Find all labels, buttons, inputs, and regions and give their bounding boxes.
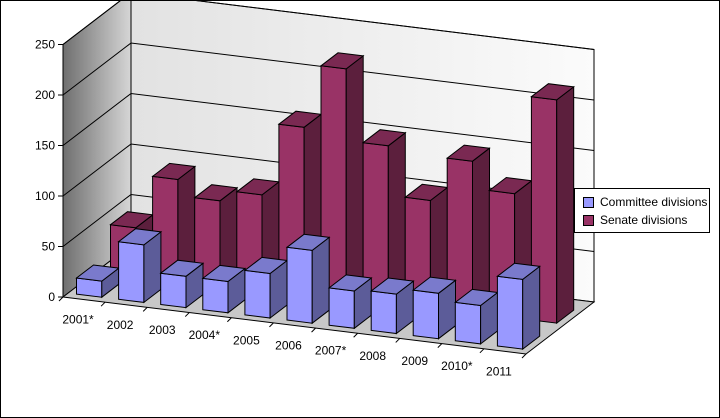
bar — [201, 264, 247, 314]
x-tick-label: 2009 — [401, 354, 428, 368]
bar — [159, 259, 205, 309]
gridline — [62, 143, 595, 202]
bar — [285, 233, 331, 325]
bar-top-face — [159, 259, 205, 277]
bar-side-face — [345, 54, 364, 299]
x-tick-label: 2011 — [486, 364, 512, 378]
bar-front-face — [496, 275, 524, 350]
bar — [496, 262, 541, 351]
x-tick-label: 2006 — [275, 339, 302, 353]
y-tick-label: 50 — [42, 240, 56, 254]
x-tick-mark — [142, 307, 148, 312]
bar-top-face — [151, 162, 197, 181]
gridline — [62, 1, 595, 50]
x-tick-mark — [100, 301, 106, 307]
bar — [327, 274, 373, 330]
bar-front-face — [454, 301, 482, 345]
bar — [454, 288, 499, 345]
y-tick-label: 0 — [48, 290, 55, 304]
bar — [411, 276, 457, 340]
x-tick-label: 2001* — [62, 313, 94, 327]
x-tick-label: 2008 — [359, 349, 386, 363]
bar-top-face — [193, 184, 239, 202]
bar — [193, 184, 239, 283]
x-tick-label: 2007* — [315, 344, 347, 358]
y-tick-label: 250 — [35, 38, 55, 52]
bar-front-face — [286, 246, 313, 324]
x-tick-mark — [395, 338, 401, 343]
bar-top-face — [361, 129, 407, 147]
bar-top-face — [445, 144, 491, 162]
x-tick-mark — [437, 343, 443, 348]
legend-label-senate: Senate divisions — [600, 213, 688, 227]
x-tick-mark — [353, 332, 358, 338]
x-axis-ticks: 2001* 2002 2003 2004* 2005 2006 2007* 2008 2009 2… — [58, 296, 527, 378]
legend-swatch-senate — [583, 214, 594, 226]
x-tick-label: 2002 — [107, 318, 134, 332]
legend-entry-senate: Senate divisions — [583, 212, 687, 228]
x-tick-mark — [521, 353, 527, 359]
bar — [117, 228, 163, 304]
bar-top-face — [369, 277, 415, 295]
bar-side-face — [522, 265, 541, 351]
bar-side-face — [556, 85, 575, 325]
bar-side-face — [387, 131, 406, 304]
y-axis-ticks: 0 50 100 150 200 250 — [35, 38, 64, 304]
bar-top-face — [201, 264, 247, 283]
bar-top-face — [285, 233, 331, 251]
y-tick-label: 150 — [35, 139, 55, 153]
gridline — [62, 92, 595, 151]
bar-side-face — [177, 165, 196, 278]
bar-front-face — [118, 241, 145, 303]
x-tick-label: 2004* — [189, 328, 221, 342]
x-tick-mark — [311, 327, 316, 333]
x-tick-label: 2003 — [149, 323, 176, 337]
bar-side-face — [472, 147, 490, 314]
bar-front-face — [202, 277, 229, 314]
bar-front-face — [244, 269, 271, 319]
legend-entry-committee: Committee divisions — [583, 194, 707, 210]
bar-top-face — [496, 262, 541, 280]
x-tick-mark — [184, 312, 190, 317]
y-tick-label: 100 — [35, 189, 55, 203]
bar-top-face — [411, 276, 457, 294]
legend: Committee divisions Senate divisions — [574, 188, 710, 233]
x-tick-label: 2010* — [441, 359, 473, 373]
x-tick-label: 2005 — [233, 333, 260, 347]
bar-top-face — [319, 52, 365, 70]
bar-top-face — [117, 228, 163, 246]
bar-front-face — [328, 287, 355, 329]
bar-front-face — [160, 272, 187, 309]
bar-front-face — [370, 290, 397, 335]
legend-label-committee: Committee divisions — [600, 195, 708, 209]
bar — [243, 256, 289, 320]
bar — [445, 144, 491, 314]
gridline — [62, 42, 595, 101]
bar — [75, 264, 121, 299]
bar-front-face — [412, 289, 439, 340]
bar-top-face — [530, 83, 575, 101]
bar — [369, 277, 415, 335]
bar-top-face — [327, 274, 373, 292]
legend-swatch-committee — [583, 196, 594, 208]
bars — [75, 52, 575, 351]
bar — [361, 129, 407, 304]
bar-side-face — [311, 236, 330, 325]
x-tick-mark — [58, 296, 64, 302]
x-tick-mark — [479, 348, 485, 354]
x-tick-mark — [227, 317, 232, 323]
x-tick-mark — [269, 322, 274, 328]
y-tick-label: 200 — [35, 88, 55, 102]
